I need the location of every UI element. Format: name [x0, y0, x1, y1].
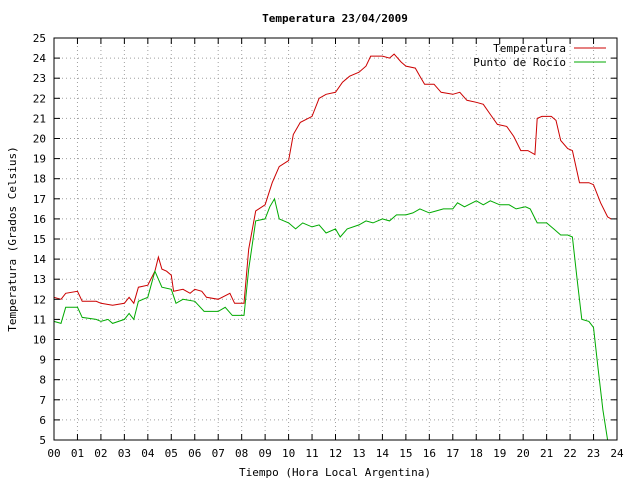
y-tick-label: 12 [33, 293, 46, 306]
y-tick-label: 24 [33, 52, 47, 65]
x-tick-label: 19 [493, 447, 506, 460]
x-tick-label: 12 [329, 447, 342, 460]
x-tick-label: 04 [141, 447, 155, 460]
legend-label: Temperatura [493, 42, 566, 55]
x-tick-label: 13 [352, 447, 365, 460]
y-tick-label: 11 [33, 313, 46, 326]
y-tick-label: 18 [33, 173, 46, 186]
series-lines [53, 53, 612, 441]
y-tick-label: 23 [33, 72, 46, 85]
y-tick-label: 19 [33, 153, 46, 166]
y-tick-label: 25 [33, 32, 46, 45]
x-tick-label: 02 [94, 447, 107, 460]
x-tick-label: 20 [517, 447, 530, 460]
x-tick-label: 08 [235, 447, 248, 460]
x-tick-label: 07 [212, 447, 225, 460]
x-tick-label: 18 [470, 447, 483, 460]
y-tick-label: 16 [33, 213, 46, 226]
y-tick-label: 8 [39, 374, 46, 387]
y-tick-labels: 5 6 7 8 9 10 11 12 13 14 15 16 17 18 19 20 21 22 23 24 25 [33, 32, 47, 447]
x-tick-labels: 00 01 02 03 04 05 06 07 08 09 10 11 12 13 14 15 16 17 18 19… [47, 447, 624, 460]
y-tick-label: 22 [33, 92, 46, 105]
x-tick-label: 23 [587, 447, 600, 460]
x-tick-label: 14 [376, 447, 390, 460]
x-tick-label: 16 [423, 447, 436, 460]
x-tick-label: 10 [282, 447, 295, 460]
x-tick-label: 09 [259, 447, 272, 460]
y-tick-label: 17 [33, 193, 46, 206]
x-tick-label: 17 [446, 447, 459, 460]
x-tick-label: 11 [305, 447, 318, 460]
y-tick-label: 7 [39, 394, 46, 407]
x-tick-label: 01 [71, 447, 84, 460]
y-tick-label: 14 [33, 253, 47, 266]
x-tick-label: 00 [47, 447, 60, 460]
y-tick-label: 10 [33, 334, 46, 347]
y-tick-label: 15 [33, 233, 46, 246]
series-line-punto-de-rocio [53, 197, 609, 441]
x-tick-label: 24 [610, 447, 624, 460]
ticks [53, 37, 618, 441]
x-tick-label: 15 [399, 447, 412, 460]
x-tick-label: 05 [165, 447, 178, 460]
x-tick-label: 06 [188, 447, 201, 460]
x-tick-label: 03 [118, 447, 131, 460]
x-tick-label: 21 [540, 447, 553, 460]
y-tick-label: 5 [39, 434, 46, 447]
y-tick-label: 9 [39, 354, 46, 367]
y-tick-label: 13 [33, 273, 46, 286]
legend-label: Punto de Rocío [473, 56, 566, 69]
x-tick-label: 22 [563, 447, 576, 460]
grid [54, 38, 617, 440]
y-axis-label: Temperatura (Grados Celsius) [6, 146, 19, 331]
x-axis-label: Tiempo (Hora Local Argentina) [239, 466, 431, 479]
y-tick-label: 20 [33, 133, 46, 146]
y-tick-label: 21 [33, 112, 46, 125]
y-tick-label: 6 [39, 414, 46, 427]
series-line-temperatura [53, 53, 612, 306]
chart-title: Temperatura 23/04/2009 [262, 12, 408, 25]
